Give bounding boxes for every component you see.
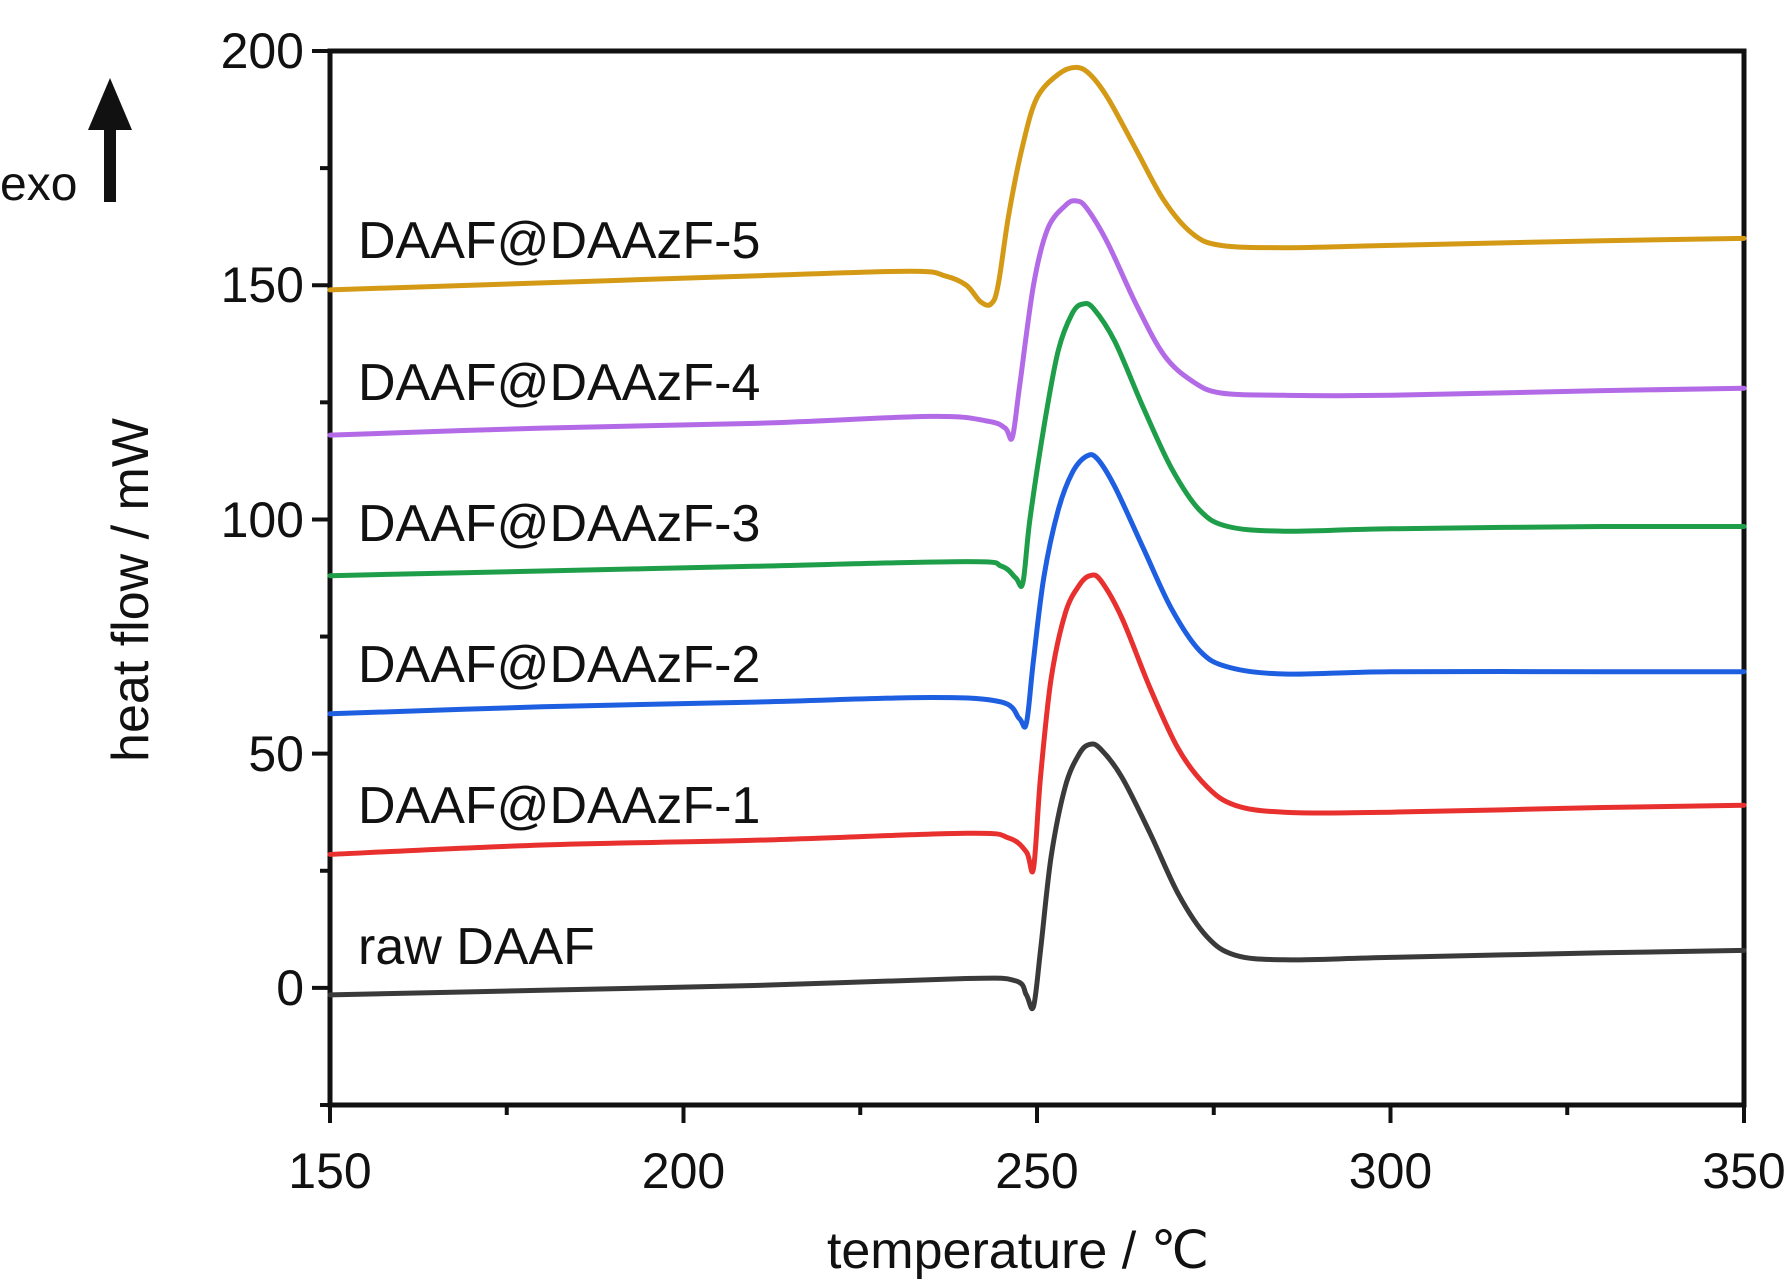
series-lines [327,64,1747,1011]
series-label-daaf-daazf-3: DAAF@DAAzF-3 [358,495,760,553]
series-line-daaf-daazf-1 [327,572,1747,875]
y-tick-label-0: 0 [276,960,304,1016]
series-line-daaf-daazf-3 [327,300,1747,589]
series-label-daaf-daazf-4: DAAF@DAAzF-4 [358,354,760,412]
series-label-daaf-daazf-1: DAAF@DAAzF-1 [358,777,760,835]
series-line-raw-daaf [327,741,1747,1011]
x-tick-label-300: 300 [1349,1143,1432,1199]
x-axis-title: temperature / ℃ [827,1222,1209,1280]
series-label-daaf-daazf-5: DAAF@DAAzF-5 [358,212,760,270]
series-label-daaf-daazf-2: DAAF@DAAzF-2 [358,636,760,694]
exo-up-arrow-icon [88,78,132,202]
x-tick-label-150: 150 [288,1143,371,1199]
x-tick-label-200: 200 [642,1143,725,1199]
axis-ticks [312,49,1746,1123]
x-tick-label-250: 250 [995,1143,1078,1199]
y-tick-label-50: 50 [248,726,304,782]
y-tick-label-200: 200 [221,23,304,79]
series-line-daaf-daazf-2 [327,452,1747,730]
y-axis-title: heat flow / mW [102,418,160,762]
series-line-daaf-daazf-5 [327,64,1747,308]
exo-label: exo [0,158,77,211]
y-tick-label-150: 150 [221,257,304,313]
series-label-raw-daaf: raw DAAF [358,918,595,976]
series-line-daaf-daazf-4 [327,198,1747,442]
x-tick-label-350: 350 [1702,1143,1785,1199]
y-tick-label-100: 100 [221,492,304,548]
